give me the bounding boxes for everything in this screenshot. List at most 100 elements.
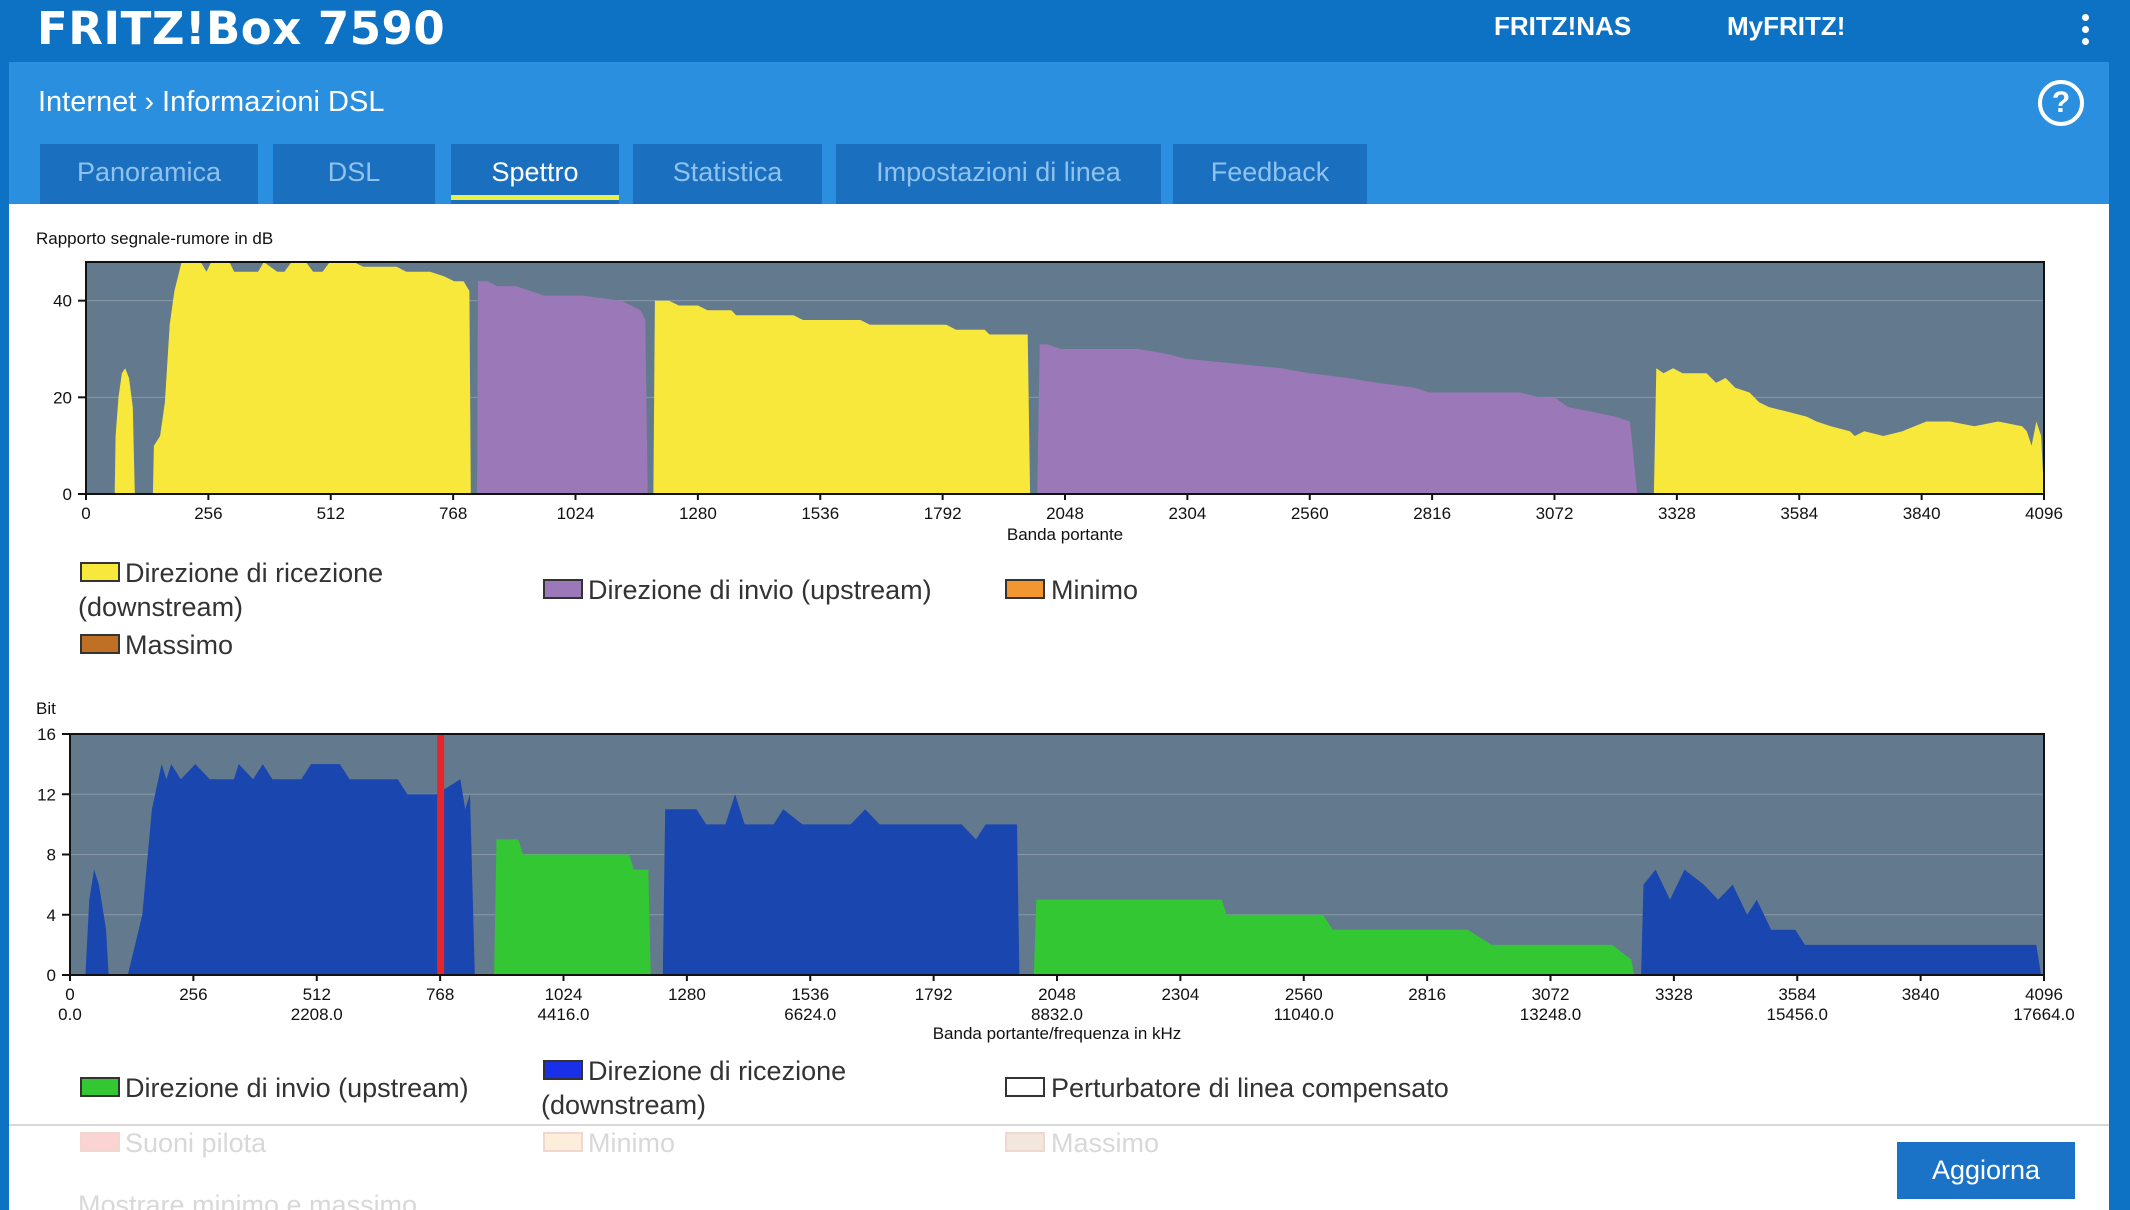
top-bar: FRITZ!Box 7590 FRITZ!NAS MyFRITZ! (0, 0, 2130, 62)
x-tick-label: 2048 (1038, 985, 1076, 1004)
series-area-1-1 (1037, 344, 1638, 494)
x-tick-label: 3584 (1780, 504, 1818, 523)
legend-swatch-upstream (543, 579, 583, 599)
freq-tick-label: 15456.0 (1767, 1005, 1828, 1024)
series-area-0-3 (1641, 869, 2042, 975)
tab-dsl[interactable]: DSL (273, 144, 435, 204)
help-icon[interactable]: ? (2038, 80, 2084, 126)
tab-feedback[interactable]: Feedback (1173, 144, 1367, 204)
y-tick-label: 8 (47, 846, 56, 865)
x-axis-label: Banda portante (1007, 525, 1123, 544)
y-tick-label: 40 (53, 292, 72, 311)
series-area-1-0 (494, 839, 651, 975)
x-tick-label: 512 (317, 504, 345, 523)
x-tick-label: 1792 (915, 985, 953, 1004)
snr-chart: Rapporto segnale-rumore in dB 0 20 40 0 256 51… (36, 229, 2063, 544)
x-axis-label: Banda portante/frequenza in kHz (933, 1024, 1182, 1043)
x-tick-label: 1024 (557, 504, 595, 523)
series-area-0-1 (127, 764, 475, 975)
tab-impostazioni-linea[interactable]: Impostazioni di linea (836, 144, 1161, 204)
y-tick-label: 0 (63, 485, 72, 504)
fixed-footer-divider (9, 1124, 2109, 1126)
bits-chart: Bit 0 4 8 12 16 0 256 512 768 1024 1280 1536 1792 2048… (36, 699, 2075, 1043)
y-tick-label: 0 (47, 966, 56, 985)
legend-swatch-massimo (80, 634, 120, 654)
legend-swatch-downstream (80, 562, 120, 582)
x-tick-label: 0 (81, 504, 90, 523)
x-tick-label: 3840 (1902, 985, 1940, 1004)
x-tick-label: 2560 (1291, 504, 1329, 523)
x-tick-label: 2304 (1161, 985, 1199, 1004)
y-tick-label: 16 (37, 725, 56, 744)
x-tick-label: 2816 (1408, 985, 1446, 1004)
legend-label-suoni-pilota: Suoni pilota (125, 1128, 267, 1158)
x-tick-label: 2304 (1168, 504, 1206, 523)
legend-label-downstream: Direzione di ricezione (downstream) (78, 558, 384, 622)
x-tick-label: 256 (179, 985, 207, 1004)
x-tick-label: 3072 (1532, 985, 1570, 1004)
legend-label-upstream: Direzione di invio (upstream) (588, 575, 932, 605)
tab-statistica[interactable]: Statistica (633, 144, 822, 204)
pilot-tone-marker (437, 734, 445, 975)
x-tick-label: 1024 (545, 985, 583, 1004)
fritznas-link[interactable]: FRITZ!NAS (1494, 11, 1632, 41)
x-tick-label: 4096 (2025, 985, 2063, 1004)
series-area-0-2 (653, 300, 1031, 494)
x-tick-label: 3328 (1655, 985, 1693, 1004)
freq-tick-label: 11040.0 (1274, 1005, 1334, 1024)
breadcrumb: Internet › Informazioni DSL (38, 86, 384, 119)
legend-swatch-bits-minimo (543, 1132, 583, 1152)
series-area-1-1 (1033, 899, 1634, 975)
freq-tick-label: 8832.0 (1031, 1005, 1083, 1024)
legend-label-bits-upstream: Direzione di invio (upstream) (125, 1073, 469, 1103)
legend-swatch-perturbatore (1005, 1077, 1045, 1097)
series-area-1-0 (477, 281, 648, 494)
x-tick-label: 3584 (1778, 985, 1816, 1004)
x-tick-label: 1280 (668, 985, 706, 1004)
freq-tick-label: 4416.0 (538, 1005, 590, 1024)
show-minmax-link[interactable]: Mostrare minimo e massimo (78, 1190, 418, 1210)
myfritz-link[interactable]: MyFRITZ! (1727, 11, 1846, 41)
freq-tick-label: 0.0 (58, 1005, 82, 1024)
x-tick-label: 2048 (1046, 504, 1084, 523)
tab-panoramica[interactable]: Panoramica (40, 144, 258, 204)
legend-swatch-suoni-pilota (80, 1132, 120, 1152)
series-area-0-1 (152, 262, 471, 494)
series-area-0-2 (662, 794, 1020, 975)
legend-label-massimo: Massimo (125, 630, 234, 660)
breadcrumb-current: Informazioni DSL (162, 86, 385, 118)
legend-swatch-bits-upstream (80, 1077, 120, 1097)
x-tick-label: 2560 (1285, 985, 1323, 1004)
series-area-0-0 (114, 368, 135, 494)
refresh-button[interactable]: Aggiorna (1897, 1142, 2075, 1199)
x-tick-label: 1280 (679, 504, 717, 523)
y-tick-label: 4 (47, 906, 56, 925)
series-area-0-3 (1653, 368, 2044, 494)
legend-label-bits-massimo: Massimo (1051, 1128, 1160, 1158)
y-axis-label: Bit (36, 699, 56, 718)
x-tick-label: 2816 (1413, 504, 1451, 523)
freq-tick-label: 2208.0 (291, 1005, 343, 1024)
legend-label-minimo: Minimo (1051, 575, 1139, 605)
x-tick-label: 512 (303, 985, 331, 1004)
breadcrumb-parent[interactable]: Internet (38, 86, 137, 118)
menu-kebab-icon[interactable] (2082, 14, 2090, 48)
tab-spettro[interactable]: Spettro (451, 144, 619, 204)
chevron-right-icon: › (144, 86, 155, 118)
product-logo[interactable]: FRITZ!Box 7590 (37, 2, 446, 55)
freq-tick-label: 17664.0 (2013, 1005, 2074, 1024)
x-tick-label: 768 (426, 985, 454, 1004)
x-tick-label: 1792 (924, 504, 962, 523)
x-tick-label: 768 (439, 504, 467, 523)
series-area-0-0 (85, 869, 109, 975)
freq-tick-label: 6624.0 (784, 1005, 836, 1024)
legend-label-perturbatore: Perturbatore di linea compensato (1051, 1073, 1449, 1103)
y-tick-label: 20 (53, 388, 72, 407)
legend-swatch-bits-downstream (543, 1060, 583, 1080)
x-tick-label: 3072 (1536, 504, 1574, 523)
legend-label-bits-downstream: Direzione di ricezione (downstream) (541, 1056, 847, 1120)
x-tick-label: 1536 (801, 504, 839, 523)
y-tick-label: 12 (37, 785, 56, 804)
x-tick-label: 3328 (1658, 504, 1696, 523)
